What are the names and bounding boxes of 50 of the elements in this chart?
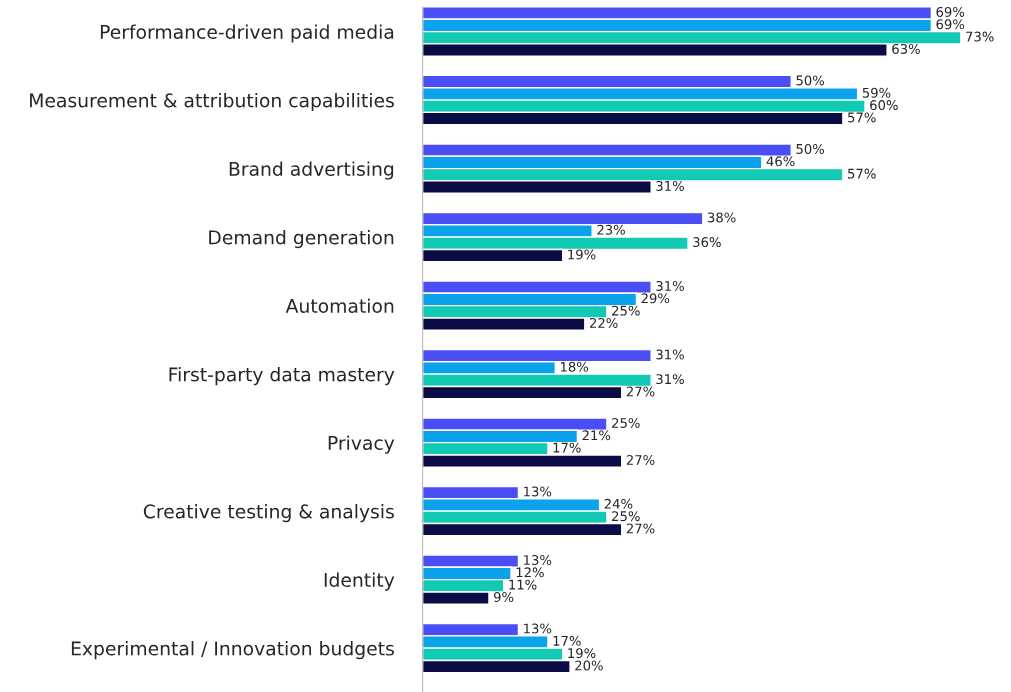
data-label: 69% — [936, 6, 965, 17]
data-label: 19% — [568, 249, 596, 260]
data-label: 12% — [516, 567, 544, 578]
data-label: 17% — [553, 635, 581, 646]
data-label: 17% — [553, 442, 581, 453]
data-label: 25% — [612, 417, 640, 428]
data-label: 46% — [766, 156, 795, 167]
data-label: 27% — [626, 523, 655, 534]
data-label: 20% — [575, 660, 603, 671]
y-tick-label: Measurement & attribution capabilities — [30, 92, 394, 112]
data-label: 18% — [560, 361, 589, 372]
y-tick-label: Automation — [285, 298, 394, 314]
data-label: 36% — [693, 237, 721, 248]
data-label: 31% — [656, 374, 684, 385]
data-label: 9% — [493, 591, 514, 602]
y-tick-label: Privacy — [328, 435, 395, 454]
data-label: 24% — [604, 498, 633, 509]
y-tick-label: Performance-driven paid media — [100, 24, 394, 43]
data-label: 73% — [966, 31, 994, 42]
y-tick-label: First-party data mastery — [169, 367, 395, 386]
data-label: 13% — [524, 486, 552, 497]
data-label: 31% — [656, 280, 684, 291]
data-label: 69% — [936, 19, 965, 30]
data-label: 50% — [796, 75, 825, 86]
data-label: 50% — [796, 143, 825, 154]
data-label: 22% — [589, 317, 618, 328]
data-label: 27% — [626, 454, 655, 465]
data-label: 57% — [848, 112, 876, 123]
y-tick-label: Creative testing & analysis — [143, 504, 394, 523]
y-tick-label: Brand advertising — [229, 161, 394, 180]
data-label: 11% — [509, 579, 537, 590]
data-label: 31% — [656, 349, 684, 360]
data-label: 31% — [656, 180, 684, 191]
y-tick-label: Demand generation — [209, 229, 394, 249]
data-label: 25% — [612, 305, 640, 316]
data-label: 29% — [641, 293, 670, 304]
data-label: 60% — [870, 100, 898, 111]
data-label: 19% — [568, 648, 596, 659]
data-label: 25% — [612, 511, 640, 522]
data-label: 27% — [626, 386, 655, 397]
y-tick-label: Identity — [324, 572, 395, 591]
y-tick-label: Experimental / Innovation budgets — [71, 641, 394, 660]
data-label: 13% — [524, 555, 552, 565]
data-label: 59% — [862, 87, 891, 98]
data-label: 57% — [848, 168, 876, 179]
data-label: 21% — [582, 430, 611, 441]
data-label: 23% — [597, 224, 625, 235]
data-label: 38% — [707, 212, 736, 223]
data-label: 13% — [524, 623, 552, 634]
data-label: 63% — [892, 43, 920, 54]
